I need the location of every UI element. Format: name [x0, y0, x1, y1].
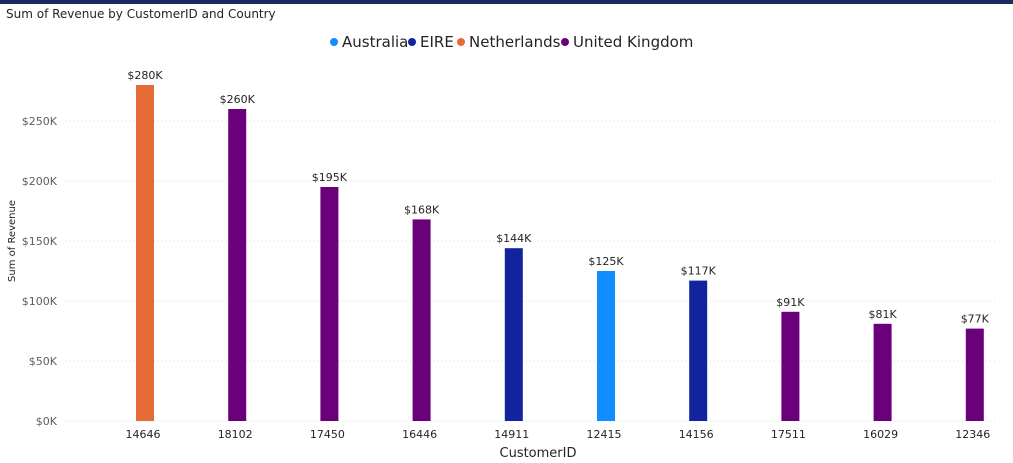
legend-marker-eire	[408, 38, 416, 46]
y-axis-title: Sum of Revenue	[7, 200, 18, 282]
bar[interactable]	[597, 271, 615, 421]
y-tick-label: $100K	[22, 295, 58, 308]
legend-label: Netherlands	[469, 33, 561, 51]
legend-marker-australia	[330, 38, 338, 46]
y-tick-label: $50K	[29, 355, 58, 368]
bar[interactable]	[412, 219, 431, 421]
legend-item-united-kingdom[interactable]: United Kingdom	[561, 31, 693, 53]
bar[interactable]	[320, 187, 339, 421]
x-tick-label: 12346	[955, 428, 990, 441]
legend-item-netherlands[interactable]: Netherlands	[457, 31, 560, 53]
legend-item-australia[interactable]: Australia	[330, 31, 408, 53]
legend-item-eire[interactable]: EIRE	[408, 31, 454, 53]
chart-title: Sum of Revenue by CustomerID and Country	[6, 7, 276, 21]
y-tick-label: $150K	[22, 235, 58, 248]
legend: Australia EIRE Netherlands United Kingdo…	[0, 31, 1013, 53]
data-label: $81K	[868, 308, 897, 321]
bar[interactable]	[136, 85, 154, 421]
data-label: $125K	[588, 255, 624, 268]
bars: $280K $260K $195K $168K $144K $125K $117K $91K $…	[127, 69, 990, 421]
legend-label: United Kingdom	[573, 33, 694, 51]
bar[interactable]	[228, 109, 247, 421]
bar[interactable]	[504, 248, 523, 421]
legend-marker-united-kingdom	[561, 38, 569, 46]
data-label: $117K	[681, 265, 717, 278]
data-label: $260K	[220, 93, 256, 106]
y-tick-label: $250K	[22, 115, 58, 128]
x-tick-label: 14911	[494, 428, 529, 441]
gridlines	[66, 120, 995, 422]
x-tick-label: 12415	[587, 428, 622, 441]
x-tick-label: 14156	[679, 428, 714, 441]
x-tick-label: 16029	[863, 428, 898, 441]
data-label: $91K	[776, 296, 805, 309]
bar[interactable]	[965, 328, 984, 421]
bar[interactable]	[781, 311, 800, 421]
data-label: $77K	[961, 313, 990, 326]
bar[interactable]	[873, 323, 892, 421]
x-axis-ticks: 14646 18102 17450 16446 14911 12415 14156 17511…	[126, 428, 991, 441]
x-tick-label: 14646	[126, 428, 161, 441]
data-label: $144K	[496, 232, 532, 245]
x-axis-title: CustomerID	[500, 446, 577, 461]
y-tick-label: $0K	[36, 415, 58, 428]
y-axis-ticks: $0K $50K $100K $150K $200K $250K	[22, 115, 58, 428]
legend-marker-netherlands	[457, 38, 465, 46]
legend-label: EIRE	[420, 33, 454, 51]
x-tick-label: 16446	[402, 428, 437, 441]
x-tick-label: 18102	[218, 428, 253, 441]
bar[interactable]	[689, 280, 708, 421]
data-label: $168K	[404, 203, 440, 216]
data-label: $195K	[312, 171, 348, 184]
x-tick-label: 17450	[310, 428, 345, 441]
data-label: $280K	[127, 69, 163, 82]
legend-label: Australia	[342, 33, 409, 51]
y-tick-label: $200K	[22, 175, 58, 188]
visual-header-strip	[0, 0, 1013, 4]
x-tick-label: 17511	[771, 428, 806, 441]
